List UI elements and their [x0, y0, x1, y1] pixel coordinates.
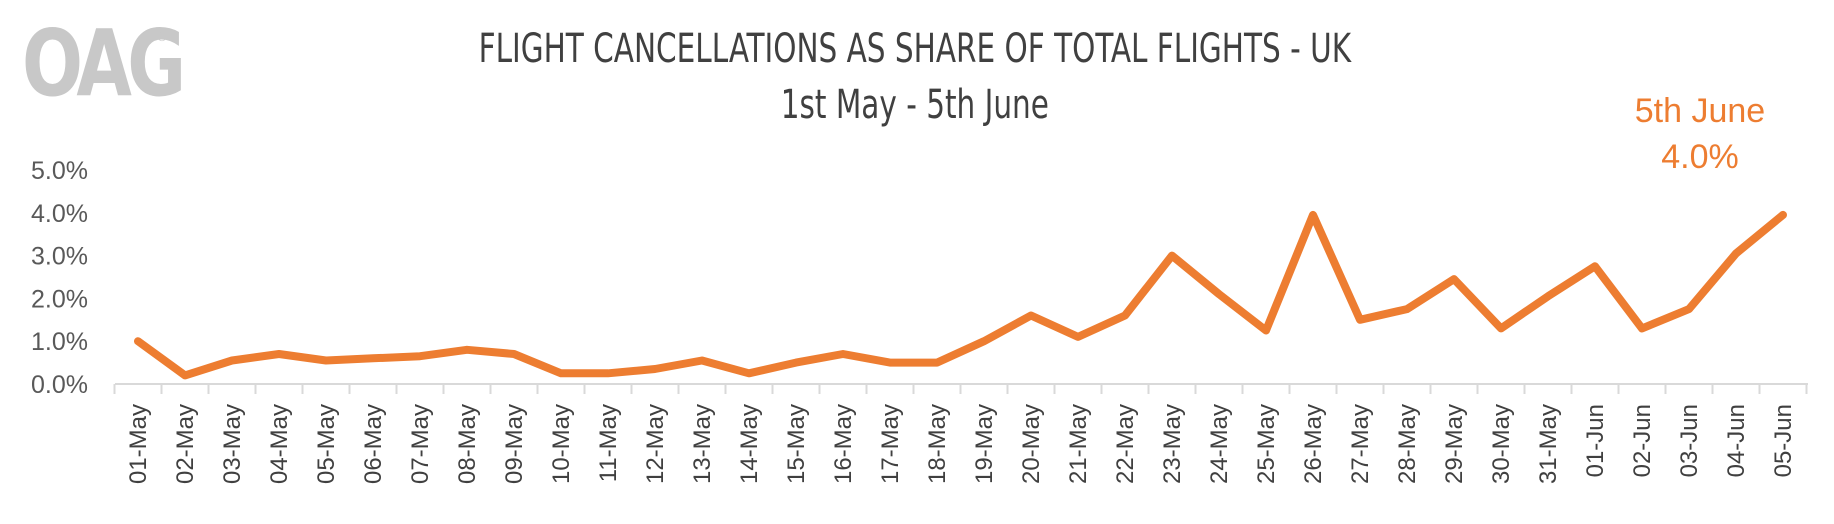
data-point [137, 340, 139, 343]
x-tick-label: 11-May [595, 404, 622, 482]
y-tick-label: 2.0% [31, 285, 88, 313]
x-tick-label: 29-May [1441, 404, 1468, 484]
annotation-date: 5th June [1634, 92, 1766, 130]
x-tick-label: 08-May [454, 404, 481, 484]
x-tick-label: 27-May [1347, 404, 1374, 484]
x-tick-label: 02-May [172, 404, 199, 484]
oag-logo: OAG [22, 10, 186, 117]
x-tick-label: 25-May [1253, 404, 1280, 484]
x-axis: 01-May 02-May 03-May 04-May 05-May 06-May 07-M… [113, 383, 1808, 484]
y-tick-label: 0.0% [31, 371, 88, 399]
data-point [1547, 295, 1549, 298]
x-tick-label: 12-May [642, 404, 669, 484]
y-axis: 0.0% 1.0% 2.0% 3.0% 4.0% 5.0% [31, 157, 88, 399]
data-point [701, 359, 703, 362]
data-point [1124, 314, 1126, 317]
x-tick-label: 23-May [1159, 404, 1186, 484]
data-point [1171, 254, 1173, 257]
data-point [1641, 327, 1643, 330]
data-point [842, 353, 844, 356]
data-point [748, 372, 750, 375]
data-point [1453, 278, 1455, 281]
x-tick-label: 01-Jun [1582, 404, 1609, 477]
chart-title: FLIGHT CANCELLATIONS AS SHARE OF TOTAL F… [478, 26, 1352, 72]
data-point [325, 359, 327, 362]
data-point [1782, 213, 1784, 216]
x-tick-label: 19-May [971, 404, 998, 484]
data-point [1077, 335, 1079, 338]
y-tick-label: 5.0% [31, 157, 88, 185]
x-tick-label: 28-May [1394, 404, 1421, 484]
y-tick-label: 3.0% [31, 243, 88, 271]
x-tick-label: 06-May [360, 404, 387, 484]
data-point [1500, 327, 1502, 330]
data-point [419, 355, 421, 358]
series-layer [134, 210, 1787, 380]
data-point [372, 357, 374, 360]
data-point [795, 361, 797, 364]
x-tick-label: 31-May [1535, 404, 1562, 484]
data-point [889, 361, 891, 364]
x-tick-label: 22-May [1112, 404, 1139, 484]
x-tick-label: 18-May [924, 404, 951, 484]
x-tick-label: 04-Jun [1723, 404, 1750, 477]
data-point [466, 348, 468, 351]
data-point [1218, 293, 1220, 296]
x-tick-label: 05-Jun [1770, 404, 1797, 477]
data-point [184, 374, 186, 377]
x-tick-label: 13-May [689, 404, 716, 484]
data-point [607, 372, 609, 375]
data-point [983, 340, 985, 343]
y-tick-label: 4.0% [31, 200, 88, 228]
x-tick-label: 24-May [1206, 404, 1233, 484]
data-point [1030, 314, 1032, 317]
x-tick-label: 03-May [219, 404, 246, 484]
data-point [278, 353, 280, 356]
x-tick-label: 01-May [125, 404, 152, 484]
data-point [1735, 252, 1737, 255]
data-point [1688, 308, 1690, 311]
annotation-value: 4.0% [1661, 138, 1739, 176]
data-point [936, 361, 938, 364]
x-tick-label: 30-May [1488, 404, 1515, 484]
x-tick-label: 15-May [783, 404, 810, 484]
x-tick-label: 09-May [501, 404, 528, 484]
data-point [1359, 318, 1361, 321]
registered-mark: ® [156, 30, 168, 44]
data-point [513, 353, 515, 356]
y-tick-label: 1.0% [31, 328, 88, 356]
x-tick-label: 03-Jun [1676, 404, 1703, 477]
x-tick-label: 17-May [877, 404, 904, 484]
x-tick-label: 20-May [1018, 404, 1045, 484]
x-tick-label: 16-May [830, 404, 857, 484]
title-block: FLIGHT CANCELLATIONS AS SHARE OF TOTAL F… [163, 0, 1667, 140]
x-tick-label: 21-May [1065, 404, 1092, 484]
x-tick-label: 05-May [313, 404, 340, 484]
data-point [560, 372, 562, 375]
data-point [231, 359, 233, 362]
chart-subtitle: 1st May - 5th June [780, 82, 1049, 128]
data-point [1312, 213, 1314, 216]
data-point [1594, 265, 1596, 268]
series-line [134, 210, 1787, 380]
x-tick-label: 14-May [736, 404, 763, 484]
data-point [1406, 308, 1408, 311]
x-tick-label: 04-May [266, 404, 293, 484]
data-point [654, 368, 656, 371]
data-point [1265, 329, 1267, 332]
x-tick-label: 02-Jun [1629, 404, 1656, 477]
x-tick-label: 26-May [1300, 404, 1327, 484]
x-tick-label: 10-May [548, 404, 575, 484]
x-tick-label: 07-May [407, 404, 434, 484]
